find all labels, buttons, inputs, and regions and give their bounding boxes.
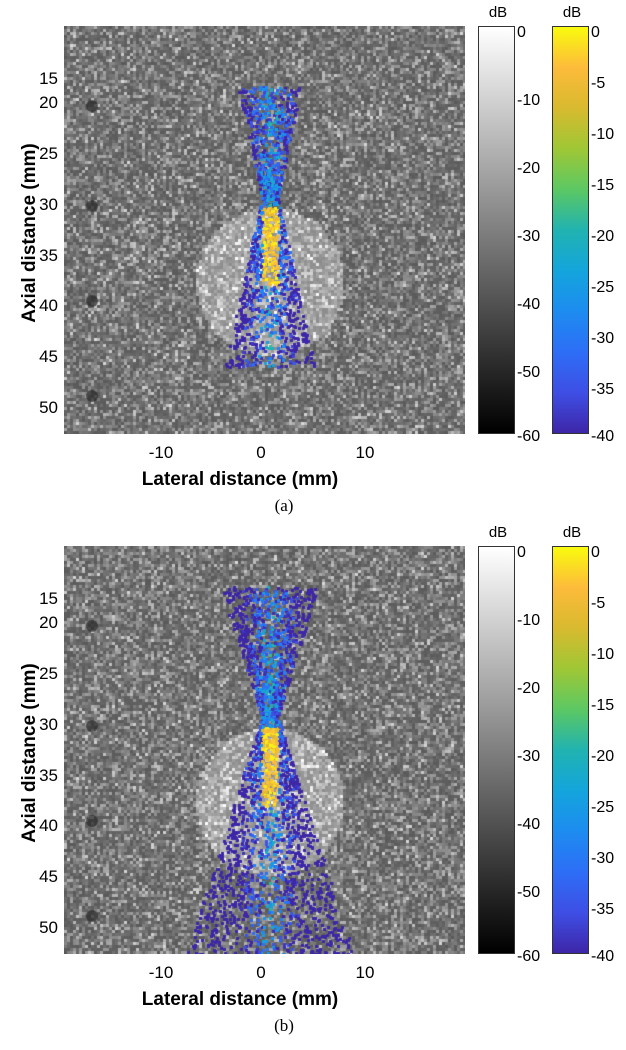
y-tick: 50 <box>39 918 58 937</box>
colorbar-tick: -30 <box>591 850 615 867</box>
colorbar-tick: -15 <box>591 177 615 194</box>
colorbar-tick: -30 <box>517 228 541 245</box>
panel-caption: (a) <box>274 496 294 515</box>
x-axis-label: Lateral distance (mm) <box>141 469 339 490</box>
y-tick: 35 <box>39 246 58 265</box>
y-tick: 30 <box>39 715 58 734</box>
colorbar-tick: -40 <box>591 948 615 965</box>
panel-b: 15 20 25 30 35 40 45 50 -10 0 10 Axial d… <box>0 520 626 1050</box>
colorbar-tick: 0 <box>591 544 600 561</box>
colorbar-tick: -40 <box>517 296 541 313</box>
y-tick: 30 <box>39 195 58 214</box>
colorbar-tick: -25 <box>591 279 615 296</box>
colorbar-tick: -40 <box>591 428 615 445</box>
colorbar-tick: -20 <box>517 160 541 177</box>
colorbar-tick: -40 <box>517 816 541 833</box>
colorbar-tick: -15 <box>591 697 615 714</box>
colorbar-tick: 0 <box>517 544 526 561</box>
colorbar-tick: -30 <box>591 330 615 347</box>
x-tick: -10 <box>148 963 174 982</box>
colorbar-tick: -30 <box>517 748 541 765</box>
y-tick: 35 <box>39 766 58 785</box>
x-tick: 10 <box>355 443 375 462</box>
colorbar-tick: -50 <box>517 364 541 381</box>
colorbar-tick: -25 <box>591 799 615 816</box>
y-tick: 20 <box>39 93 58 112</box>
ultrasound-canvas-a <box>64 26 465 434</box>
x-tick: 0 <box>256 963 266 982</box>
x-axis-label: Lateral distance (mm) <box>141 989 339 1010</box>
y-tick: 25 <box>39 664 58 683</box>
y-tick: 45 <box>39 867 58 886</box>
colorbar-tick: -50 <box>517 884 541 901</box>
x-tick: -10 <box>148 443 174 462</box>
colorbar-tick: -10 <box>517 92 541 109</box>
y-tick: 15 <box>39 69 58 88</box>
colorbar-unit: dB <box>562 4 582 21</box>
colorbar-unit: dB <box>488 524 508 541</box>
x-tick: 10 <box>355 963 375 982</box>
y-tick: 20 <box>39 613 58 632</box>
colorbar-tick: -20 <box>591 228 615 245</box>
y-tick: 25 <box>39 144 58 163</box>
ultrasound-canvas-b <box>64 546 465 954</box>
y-tick: 15 <box>39 589 58 608</box>
y-axis-label: Axial distance (mm) <box>19 143 40 323</box>
colorbar-tick: -35 <box>591 901 615 918</box>
ultrasound-image-b <box>64 546 465 954</box>
colorbar-tick: -10 <box>517 612 541 629</box>
colorbar-tick: 0 <box>591 24 600 41</box>
grayscale-colorbar <box>478 546 515 954</box>
y-tick: 40 <box>39 296 58 315</box>
colorbar-tick: -20 <box>591 748 615 765</box>
ultrasound-image-a <box>64 26 465 434</box>
colorbar-tick: -60 <box>517 948 541 965</box>
colorbar-tick: -10 <box>591 126 615 143</box>
grayscale-colorbar <box>478 26 515 434</box>
colorbar-unit: dB <box>488 4 508 21</box>
colorbar-tick: -60 <box>517 428 541 445</box>
colorbar-tick: -10 <box>591 646 615 663</box>
colorbar-tick: -5 <box>591 75 606 92</box>
colorbar-tick: -35 <box>591 381 615 398</box>
x-tick: 0 <box>256 443 266 462</box>
panel-a: 15 20 25 30 35 40 45 50 -10 0 10 Axial d… <box>0 0 626 520</box>
y-tick: 50 <box>39 398 58 417</box>
panel-caption: (b) <box>274 1016 294 1035</box>
colorbar-tick: -20 <box>517 680 541 697</box>
colorbar-tick: 0 <box>517 24 526 41</box>
parula-colorbar <box>552 26 589 434</box>
colorbar-unit: dB <box>562 524 582 541</box>
y-tick: 40 <box>39 816 58 835</box>
y-axis-label: Axial distance (mm) <box>19 663 40 843</box>
colorbar-tick: -5 <box>591 595 606 612</box>
parula-colorbar <box>552 546 589 954</box>
y-tick: 45 <box>39 347 58 366</box>
